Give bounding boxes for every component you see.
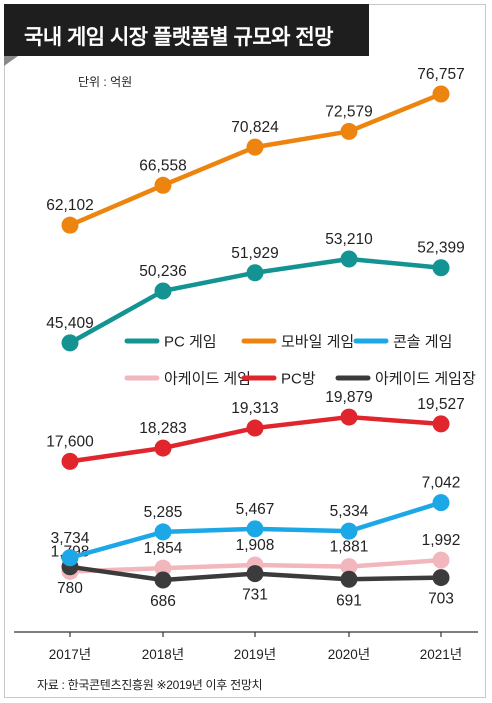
legend-label-PC-게임: PC 게임 [164, 334, 217, 351]
data-point-PC방-0 [61, 452, 79, 470]
source-note: 자료 : 한국콘텐츠진흥원 ※2019년 이후 전망치 [37, 678, 263, 692]
data-label-아케이드-게임-3: 1,881 [330, 539, 369, 556]
data-label-아케이드-게임-2: 1,908 [236, 537, 275, 554]
series-콘솔-게임: 3,734 5,285 5,467 5,334 7,042 [51, 475, 461, 567]
legend-label-모바일-게임: 모바일 게임 [281, 334, 354, 351]
data-label-콘솔-게임-4: 7,042 [422, 475, 461, 492]
data-label-모바일-게임-4: 76,757 [417, 66, 464, 83]
data-point-아케이드-게임장-2 [246, 565, 264, 583]
data-point-콘솔-게임-0 [61, 549, 79, 567]
data-point-PC방-3 [340, 408, 358, 426]
data-label-아케이드-게임장-1: 686 [150, 593, 176, 610]
series-line-모바일-게임 [67, 91, 444, 228]
data-point-아케이드-게임장-3 [340, 570, 358, 588]
data-point-아케이드-게임-3 [340, 558, 358, 576]
data-point-모바일-게임-1 [154, 176, 172, 194]
data-label-PC방-1: 18,283 [139, 420, 186, 437]
data-point-PC방-2 [246, 419, 264, 437]
data-point-PC-게임-0 [61, 334, 79, 352]
data-label-콘솔-게임-2: 5,467 [236, 501, 275, 518]
data-point-PC-게임-2 [246, 264, 264, 282]
data-point-모바일-게임-0 [61, 216, 79, 234]
data-point-PC-게임-3 [340, 250, 358, 268]
chart-frame [4, 4, 486, 698]
x-tick-label-1: 2018년 [142, 647, 184, 662]
x-tick-label-4: 2021년 [420, 647, 462, 662]
legend-label-PC방: PC방 [281, 371, 316, 388]
data-point-아케이드-게임-1 [154, 559, 172, 577]
data-label-모바일-게임-3: 72,579 [325, 103, 372, 120]
series-PC방: 17,600 18,283 19,313 19,879 19,527 [46, 389, 465, 470]
x-tick-label-3: 2020년 [328, 647, 370, 662]
data-label-아케이드-게임장-4: 703 [428, 591, 454, 608]
data-label-모바일-게임-2: 70,824 [231, 119, 279, 136]
data-point-모바일-게임-3 [340, 122, 358, 140]
data-label-콘솔-게임-3: 5,334 [330, 503, 369, 520]
data-point-아케이드-게임-4 [432, 551, 450, 569]
data-label-아케이드-게임-4: 1,992 [422, 532, 461, 549]
data-point-콘솔-게임-3 [340, 522, 358, 540]
data-label-PC방-4: 19,527 [417, 396, 464, 413]
data-label-PC-게임-4: 52,399 [417, 240, 464, 257]
data-point-PC-게임-4 [432, 259, 450, 277]
series-PC-게임: 45,409 50,236 51,929 53,210 52,399 [46, 231, 465, 352]
data-point-PC-게임-1 [154, 282, 172, 300]
data-label-아케이드-게임장-0: 780 [57, 580, 83, 597]
data-label-아케이드-게임장-2: 731 [242, 587, 268, 604]
data-label-PC-게임-2: 51,929 [231, 245, 278, 262]
data-point-PC방-4 [432, 415, 450, 433]
data-point-아케이드-게임장-4 [432, 569, 450, 587]
data-label-아케이드-게임장-3: 691 [336, 592, 362, 609]
series-아케이드-게임장: 780 686 731 691 703 [57, 558, 454, 610]
data-point-콘솔-게임-1 [154, 523, 172, 541]
chart-title: 국내 게임 시장 플랫폼별 규모와 전망 [24, 26, 333, 49]
data-point-모바일-게임-4 [432, 85, 450, 103]
legend-label-콘솔-게임: 콘솔 게임 [393, 334, 452, 351]
data-label-PC-게임-0: 45,409 [46, 315, 93, 332]
data-label-PC방-0: 17,600 [46, 433, 94, 450]
data-label-PC-게임-3: 53,210 [325, 231, 373, 248]
data-point-콘솔-게임-2 [246, 520, 264, 538]
data-label-PC방-2: 19,313 [231, 400, 278, 417]
data-label-PC-게임-1: 50,236 [139, 263, 186, 280]
title-fold-decoration [4, 56, 18, 66]
data-label-아케이드-게임-1: 1,854 [144, 540, 183, 557]
x-tick-label-0: 2017년 [49, 647, 91, 662]
data-label-모바일-게임-0: 62,102 [46, 197, 93, 214]
data-label-콘솔-게임-1: 5,285 [144, 504, 183, 521]
data-point-아케이드-게임장-1 [154, 571, 172, 589]
data-label-콘솔-게임-0: 3,734 [51, 530, 90, 547]
data-label-PC방-3: 19,879 [325, 389, 372, 406]
legend-label-아케이드-게임: 아케이드 게임 [164, 371, 251, 388]
series-모바일-게임: 62,102 66,558 70,824 72,579 76,757 [46, 66, 465, 234]
x-tick-label-2: 2019년 [234, 647, 276, 662]
title-bar: 국내 게임 시장 플랫폼별 규모와 전망 [4, 4, 369, 56]
data-label-모바일-게임-1: 66,558 [139, 157, 186, 174]
legend-label-아케이드-게임장: 아케이드 게임장 [375, 371, 476, 388]
data-point-모바일-게임-2 [246, 138, 264, 156]
data-point-PC방-1 [154, 439, 172, 457]
data-point-콘솔-게임-4 [432, 494, 450, 512]
unit-label: 단위 : 억원 [78, 75, 133, 89]
